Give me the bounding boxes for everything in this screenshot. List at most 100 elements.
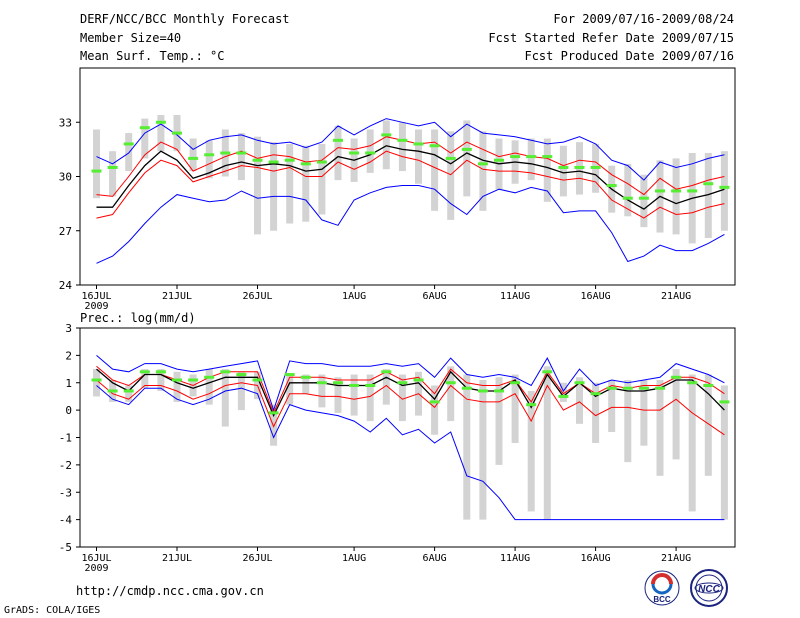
spread-box <box>720 151 728 231</box>
spread-box <box>205 140 213 179</box>
spread-box <box>398 374 406 422</box>
spread-box <box>286 143 294 224</box>
series-line-max <box>96 118 725 181</box>
x-year-label: 2009 <box>84 563 108 574</box>
spread-box <box>559 382 567 402</box>
series-line-max <box>96 355 725 412</box>
spread-box <box>527 390 535 512</box>
y-tick-label: 30 <box>59 171 72 184</box>
spread-box <box>479 380 487 520</box>
spread-box <box>398 122 406 172</box>
y-tick-label: 33 <box>59 116 72 129</box>
spread-box <box>640 380 648 446</box>
spread-box <box>704 374 712 476</box>
y-tick-label: 3 <box>65 322 72 335</box>
x-tick-label: 11AUG <box>500 553 530 564</box>
spread-box <box>237 371 245 411</box>
panel-title-precipitation: Prec.: log(mm/d) <box>80 311 196 325</box>
spread-box <box>125 385 133 402</box>
spread-box <box>704 152 712 238</box>
spread-box <box>205 369 213 405</box>
panel-title-temperature: Mean Surf. Temp.: °C <box>80 49 225 63</box>
spread-box <box>592 382 600 443</box>
spread-box <box>656 380 664 476</box>
ncc-logo-text: NCC <box>698 584 720 595</box>
spread-box <box>157 369 165 391</box>
bcc-logo-text: BCC <box>653 595 671 604</box>
spread-box <box>221 369 229 427</box>
x-tick-label: 21JUL <box>162 291 192 302</box>
y-tick-label: 27 <box>59 225 72 238</box>
y-tick-label: -1 <box>59 432 72 445</box>
x-tick-label: 16JUL <box>81 291 111 302</box>
plot-frame <box>79 327 736 548</box>
spread-box <box>125 133 133 172</box>
x-tick-label: 1AUG <box>342 291 366 302</box>
x-tick-label: 26JUL <box>242 553 272 564</box>
spread-box <box>270 404 278 446</box>
grads-credit: GrADS: COLA/IGES <box>4 605 101 616</box>
spread-box <box>431 129 439 211</box>
y-tick-label: 2 <box>65 349 72 362</box>
y-tick-label: -5 <box>59 541 72 554</box>
source-url[interactable]: http://cmdp.ncc.cma.gov.cn <box>76 584 264 598</box>
x-tick-label: 21JUL <box>162 553 192 564</box>
bcc-logo: BCC <box>644 570 680 606</box>
x-tick-label: 6AUG <box>423 553 447 564</box>
spread-box <box>350 374 358 416</box>
spread-box <box>543 138 551 202</box>
spread-box <box>93 369 100 397</box>
series-line-meanplussd <box>96 365 725 415</box>
spread-box <box>318 143 326 215</box>
x-tick-label: 11AUG <box>500 291 530 302</box>
x-tick-label: 16AUG <box>581 291 611 302</box>
spread-box <box>366 129 374 173</box>
plot-frame <box>79 67 736 286</box>
spread-box <box>479 131 487 211</box>
spread-box <box>495 377 503 465</box>
spread-box <box>624 380 632 463</box>
member-size: Member Size=40 <box>80 31 182 45</box>
x-tick-label: 21AUG <box>661 553 691 564</box>
spread-box <box>157 115 165 152</box>
x-tick-label: 1AUG <box>342 553 366 564</box>
series-line-mean <box>96 368 725 418</box>
temperature-panel: 24 27 30 33 16JUL 21JUL 26JUL 1AUG 6AUG 11AUG 16AU… <box>59 67 736 312</box>
spread-box <box>559 145 567 197</box>
y-tick-label: -2 <box>59 459 72 472</box>
series-line-mean <box>96 145 725 210</box>
series-line-meanminussd <box>96 379 725 436</box>
spread-box <box>447 366 455 422</box>
spread-box <box>720 385 728 520</box>
spread-box <box>672 369 680 460</box>
spread-box <box>334 125 342 181</box>
precipitation-panel: -5 -4 -3 -2 -1 0 1 2 3 16JUL 21JUL 26JUL 1AUG 6AUG 11A… <box>59 322 736 574</box>
series-line-meanminussd <box>96 150 725 219</box>
x-tick-label: 26JUL <box>242 291 272 302</box>
spread-box <box>302 145 310 222</box>
series-line-min <box>96 385 725 521</box>
spread-box <box>189 138 197 172</box>
forecast-period: For 2009/07/16-2009/08/24 <box>553 12 734 26</box>
y-tick-label: 24 <box>59 279 73 292</box>
x-tick-label: 16JUL <box>81 553 111 564</box>
x-year-label: 2009 <box>84 301 108 312</box>
spread-box <box>431 385 439 435</box>
spread-box <box>254 136 261 235</box>
y-tick-label: 0 <box>65 404 72 417</box>
spread-box <box>576 377 583 424</box>
x-tick-label: 16AUG <box>581 553 611 564</box>
spread-box <box>237 133 245 181</box>
spread-box <box>286 374 294 405</box>
spread-box <box>463 120 471 197</box>
spread-box <box>688 374 696 512</box>
spread-box <box>415 129 422 184</box>
ncc-logo: NCC <box>690 569 728 607</box>
spread-box <box>141 118 149 159</box>
y-tick-label: 1 <box>65 377 72 390</box>
series-line-min <box>96 185 725 264</box>
spread-box <box>640 174 648 228</box>
spread-box <box>624 163 632 217</box>
spread-box <box>511 374 519 443</box>
